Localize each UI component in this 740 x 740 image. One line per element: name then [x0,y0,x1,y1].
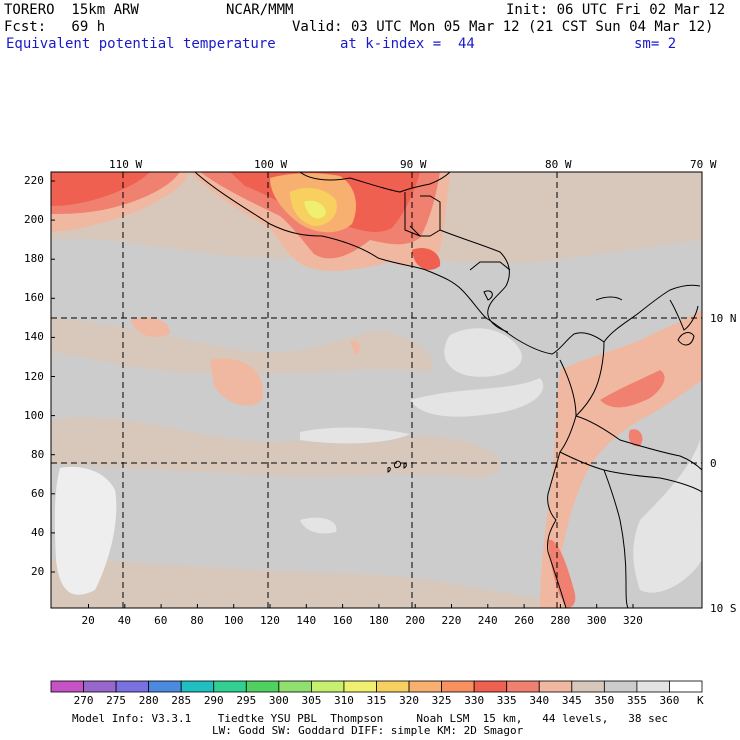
colorbar-swatch [473,680,508,693]
colorbar-label: 295 [236,694,257,707]
level-index: at k-index = 44 [340,36,475,52]
bottom-tick-label: 240 [477,614,498,627]
colorbar-unit: K [697,694,704,707]
left-tick-label: 220 [24,174,44,187]
lat-label-10s: 10 S [710,602,737,615]
colorbar-swatch [343,680,377,693]
graticule [51,172,702,608]
colorbar-label: 275 [106,694,127,707]
bottom-tick-label: 160 [332,614,353,627]
colorbar-label: 345 [561,694,582,707]
bottom-tick-label: 200 [405,614,426,627]
colorbar-swatch [278,680,312,693]
organization: NCAR/MMM [226,2,294,18]
frame-ticks [51,180,634,608]
colorbar [50,680,703,693]
colorbar-swatch [506,680,540,693]
bottom-tick-label: 120 [260,614,280,627]
colorbar-label: 335 [496,694,517,707]
bottom-tick-label: 220 [441,614,462,627]
left-tick-label: 180 [24,252,44,266]
lon-label-70w: 70 W [690,158,717,171]
colorbar-label: 300 [268,694,289,707]
colorbar-label: 290 [203,694,224,707]
colorbar-swatch [310,680,345,693]
colorbar-swatch [571,680,605,693]
colorbar-swatch [669,680,703,693]
colorbar-label: 350 [594,694,615,707]
lon-label-110w: 110 W [109,158,143,171]
bottom-tick-label: 180 [368,614,389,627]
colorbar-label: 355 [626,694,647,707]
bottom-tick-label: 80 [190,614,204,627]
colorbar-label: 320 [399,694,419,707]
left-tick-label: 120 [24,369,44,383]
smoothing: sm= 2 [634,36,677,52]
colorbar-label: 285 [171,694,192,707]
left-tick-label: 200 [24,213,44,227]
left-tick-label: 140 [24,330,44,344]
bottom-tick-label: 100 [223,614,244,627]
bottom-tick-label: 20 [81,614,95,627]
colorbar-swatch [538,680,573,693]
init-time: Init: 06 UTC Fri 02 Mar 12 [506,2,726,18]
lat-label-0: 0 [710,457,717,470]
colorbar-label: 340 [529,694,550,707]
left-tick-label: 20 [31,565,45,578]
theta-e-field [51,172,702,608]
left-tick-label: 160 [24,291,44,305]
colorbar-label: 310 [334,694,354,707]
colorbar-swatch [441,680,475,693]
field-name: Equivalent potential temperature [6,36,276,52]
bottom-tick-label: 320 [623,614,643,627]
valid-time: Valid: 03 UTC Mon 05 Mar 12 (21 CST Sun … [292,19,714,35]
lon-label-80w: 80 W [545,158,572,171]
bottom-tick-label: 300 [586,614,607,627]
forecast-hour: Fcst: 69 h [4,19,106,35]
bottom-tick-label: 60 [154,614,168,627]
colorbar-swatch [376,680,410,693]
colorbar-swatch [245,680,280,693]
colorbar-label: 270 [73,694,94,707]
colorbar-swatch [213,680,247,693]
colorbar-label: 280 [138,694,159,707]
left-tick-label: 80 [31,447,45,461]
colorbar-swatch [148,680,182,693]
bottom-tick-label: 260 [514,614,534,627]
colorbar-label: 305 [301,694,322,707]
map-frame [50,171,703,609]
colorbar-swatch [50,680,84,693]
colorbar-label: 325 [431,694,452,707]
colorbar-label: 315 [366,694,387,707]
colorbar-swatch [636,680,670,693]
colorbar-swatch [603,680,638,693]
colorbar-swatch [115,680,150,693]
model-name: TORERO 15km ARW [4,2,139,18]
bottom-tick-label: 140 [296,614,317,627]
lon-label-90w: 90 W [400,158,427,171]
left-tick-label: 100 [24,408,44,422]
left-tick-label: 60 [31,486,45,500]
bottom-tick-label: 280 [550,614,571,627]
colorbar-label: 330 [464,694,485,707]
colorbar-swatch [180,680,215,693]
colorbar-swatch [83,680,117,693]
physics-info: LW: Godd SW: Goddard DIFF: simple KM: 2D… [212,724,524,737]
colorbar-label: 360 [659,694,680,707]
model-info: Model Info: V3.3.1 Tiedtke YSU PBL Thomp… [72,712,669,725]
bottom-tick-label: 40 [117,614,132,627]
lon-label-100w: 100 W [254,158,288,171]
colorbar-swatch [408,680,442,693]
left-tick-label: 40 [31,525,45,539]
lat-label-10n: 10 N [710,312,737,325]
